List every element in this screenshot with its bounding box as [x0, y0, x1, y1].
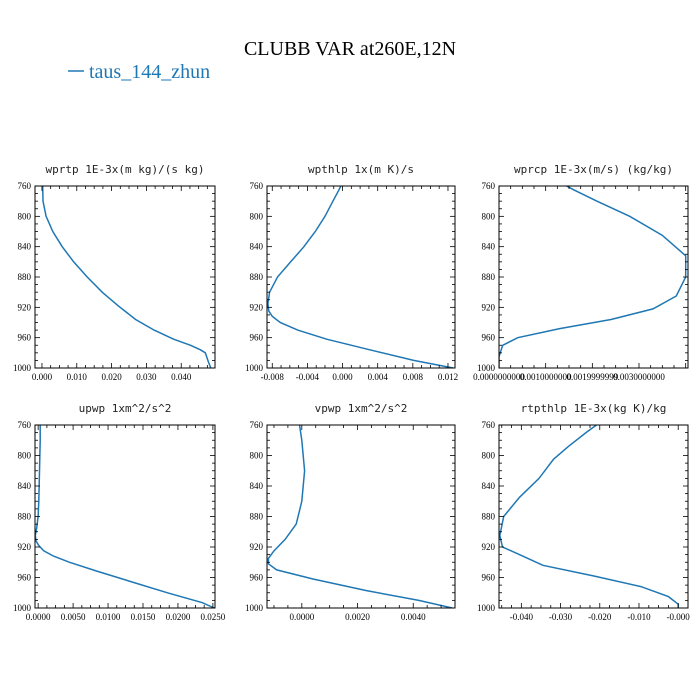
- series-line: [35, 425, 215, 608]
- y-tick-label: 800: [250, 451, 264, 461]
- panel-2: wpthlp 1x(m K)/s7608008408809209601000-0…: [245, 163, 458, 382]
- y-tick-label: 920: [18, 302, 32, 312]
- y-tick-label: 960: [482, 573, 496, 583]
- y-tick-label: 840: [482, 481, 496, 491]
- y-tick-label: 880: [18, 512, 32, 522]
- y-tick-label: 800: [18, 451, 32, 461]
- x-tick-label: 0.0020: [345, 612, 370, 622]
- y-tick-label: 960: [18, 333, 32, 343]
- series-line: [499, 186, 687, 368]
- y-tick-label: 1000: [13, 363, 32, 373]
- y-tick-label: 960: [250, 333, 264, 343]
- y-tick-label: 840: [250, 242, 264, 252]
- panel-4: upwp 1xm^2/s^276080084088092096010000.00…: [13, 402, 226, 622]
- panel-title: rtpthlp 1E-3x(kg K)/kg: [521, 402, 667, 415]
- figure-title: CLUBB VAR at260E,12N: [244, 38, 456, 60]
- series-line: [41, 186, 212, 368]
- y-tick-label: 760: [18, 181, 32, 191]
- y-tick-label: 880: [250, 272, 264, 282]
- x-tick-label: 0.040: [171, 372, 192, 382]
- y-tick-label: 880: [250, 512, 264, 522]
- panel-3: wprcp 1E-3x(m/s) (kg/kg) 760 800 840 880 920 9…: [473, 163, 689, 382]
- y-tick-label: 920: [482, 542, 496, 552]
- y-tick-label: 800: [482, 451, 496, 461]
- plot-frame: [266, 185, 456, 369]
- y-tick-label: 1000: [245, 363, 264, 373]
- y-tick-label: 960: [18, 573, 32, 583]
- y-tick-label: 800: [18, 211, 32, 221]
- x-tick-label: 0.008: [403, 372, 424, 382]
- y-tick-label: 1000: [245, 603, 264, 613]
- y-tick-label: 1000: [477, 603, 496, 613]
- y-tick-label: 800: [482, 211, 496, 221]
- legend-label: taus_144_zhun: [89, 61, 210, 83]
- y-tick-label: 880: [482, 272, 496, 282]
- series-line: [499, 425, 679, 608]
- y-tick-label: 1000: [13, 603, 32, 613]
- x-tick-label: 0.0010000000: [520, 372, 572, 382]
- y-tick-label: 920: [482, 302, 496, 312]
- y-tick-label: 760: [482, 181, 496, 191]
- x-tick-label: 0.0000000000: [473, 372, 525, 382]
- y-tick-label: 920: [18, 542, 32, 552]
- y-tick-label: 960: [482, 333, 496, 343]
- series-line: [267, 425, 453, 608]
- y-tick-label: 840: [482, 242, 496, 252]
- y-tick-label: 960: [250, 573, 264, 583]
- series-line: [267, 186, 454, 368]
- y-tick-label: 760: [250, 420, 264, 430]
- panel-title: wprtp 1E-3x(m kg)/(s kg): [46, 163, 205, 176]
- panel-6: rtpthlp 1E-3x(kg K)/kg 760 800 840 880 920 960…: [477, 402, 690, 622]
- plot-frame: [498, 185, 689, 369]
- y-tick-label: 1000: [477, 363, 496, 373]
- panel-title: wpthlp 1x(m K)/s: [308, 163, 414, 176]
- y-tick-label: 760: [482, 420, 496, 430]
- x-tick-label: -0.010: [627, 612, 651, 622]
- panels: wprtp 1E-3x(m kg)/(s kg) 760 800 840 880 920 9…: [13, 163, 690, 622]
- x-tick-label: 0.0000: [26, 612, 51, 622]
- x-tick-label: 0.010: [67, 372, 88, 382]
- x-tick-label: 0.0200: [166, 612, 191, 622]
- x-tick-label: 0.0150: [131, 612, 156, 622]
- panel-title: vpwp 1xm^2/s^2: [315, 402, 408, 415]
- x-tick-label: -0.020: [588, 612, 612, 622]
- x-tick-label: 0.012: [438, 372, 458, 382]
- x-tick-label: 0.020: [101, 372, 122, 382]
- x-tick-label: -0.030: [549, 612, 573, 622]
- x-tick-label: 0.0030000000: [613, 372, 665, 382]
- y-tick-label: 840: [18, 242, 32, 252]
- y-tick-label: 760: [18, 420, 32, 430]
- y-tick-label: 880: [482, 512, 496, 522]
- x-tick-label: -0.000: [667, 612, 691, 622]
- x-tick-label: 0.0019999999: [566, 372, 618, 382]
- y-tick-label: 800: [250, 211, 264, 221]
- x-tick-label: -0.008: [261, 372, 285, 382]
- panel-1: wprtp 1E-3x(m kg)/(s kg) 760 800 840 880 920 9…: [13, 163, 216, 382]
- x-tick-label: 0.000: [32, 372, 53, 382]
- x-tick-label: 0.0040: [401, 612, 426, 622]
- plot-frame: [498, 424, 689, 609]
- panel-title: wprcp 1E-3x(m/s) (kg/kg): [514, 163, 673, 176]
- x-tick-label: 0.0000: [289, 612, 314, 622]
- x-tick-label: 0.0050: [61, 612, 86, 622]
- plot-frame: [266, 424, 456, 609]
- x-tick-label: 0.030: [136, 372, 157, 382]
- x-tick-label: 0.0100: [96, 612, 121, 622]
- x-tick-label: -0.040: [510, 612, 534, 622]
- legend: taus_144_zhun: [68, 61, 210, 83]
- y-tick-label: 840: [250, 481, 264, 491]
- y-tick-label: 920: [250, 542, 264, 552]
- panel-title: upwp 1xm^2/s^2: [79, 402, 172, 415]
- x-tick-label: 0.0250: [201, 612, 226, 622]
- y-tick-label: 760: [250, 181, 264, 191]
- y-tick-label: 840: [18, 481, 32, 491]
- panel-5: vpwp 1xm^2/s^2 760 800 840 880 920 960 1000 0.00…: [245, 402, 456, 622]
- x-tick-label: 0.004: [368, 372, 389, 382]
- y-tick-label: 880: [18, 272, 32, 282]
- y-tick-label: 920: [250, 302, 264, 312]
- x-tick-label: -0.004: [296, 372, 320, 382]
- x-tick-label: 0.000: [332, 372, 353, 382]
- plot-frame: [34, 185, 216, 369]
